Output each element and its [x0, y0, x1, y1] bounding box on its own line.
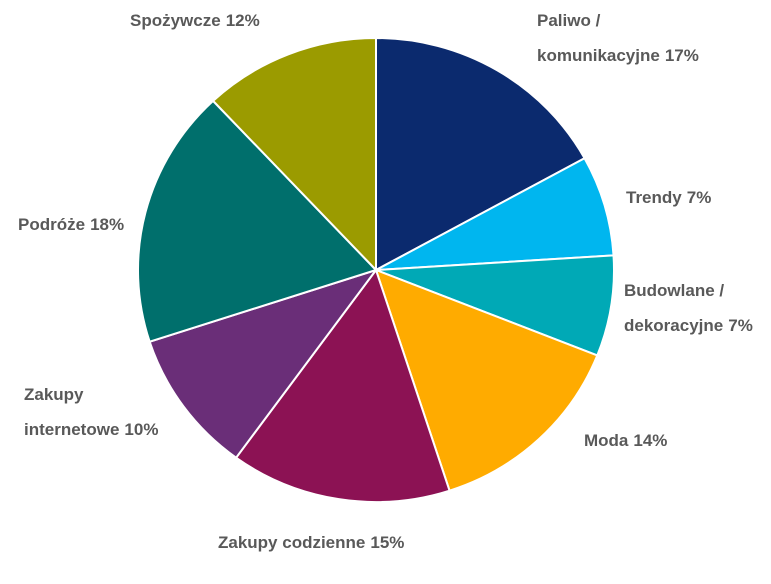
category-label: Trendy: [626, 188, 682, 207]
slice-label: Zakupy internetowe 10%: [24, 377, 169, 447]
category-label: Budowlane / dekoracyjne: [624, 281, 725, 335]
slice: [375, 254, 615, 357]
value-label: 18%: [90, 215, 125, 234]
slice-label: Podróże 18%: [18, 207, 124, 242]
value-label: 10%: [124, 420, 159, 439]
category-label: Zakupy codzienne: [218, 533, 366, 552]
value-label: 7%: [686, 188, 712, 207]
slice-label: Paliwo / komunikacyjne 17%: [537, 3, 699, 73]
slice-label: Moda 14%: [584, 423, 744, 458]
slice: [148, 268, 379, 460]
slice: [375, 156, 615, 271]
slice: [211, 36, 377, 273]
slice-label: Budowlane / dekoracyjne 7%: [624, 273, 764, 343]
value-label: 17%: [664, 46, 699, 65]
value-label: 7%: [728, 316, 753, 335]
slice-label: Trendy 7%: [626, 180, 771, 215]
category-label: Moda: [584, 431, 629, 450]
slice: [234, 267, 451, 503]
category-label: Spożywcze: [130, 11, 221, 30]
category-label: Zakupy internetowe: [24, 385, 120, 439]
slice-label: Spożywcze 12%: [130, 3, 350, 38]
value-label: 14%: [633, 431, 668, 450]
slice: [375, 36, 586, 272]
value-label: 12%: [225, 11, 260, 30]
category-label: Paliwo / komunikacyjne: [537, 11, 660, 65]
slice-label: Zakupy codzienne 15%: [218, 525, 418, 560]
category-label: Podróże: [18, 215, 86, 234]
value-label: 15%: [370, 533, 405, 552]
slice: [137, 99, 378, 343]
